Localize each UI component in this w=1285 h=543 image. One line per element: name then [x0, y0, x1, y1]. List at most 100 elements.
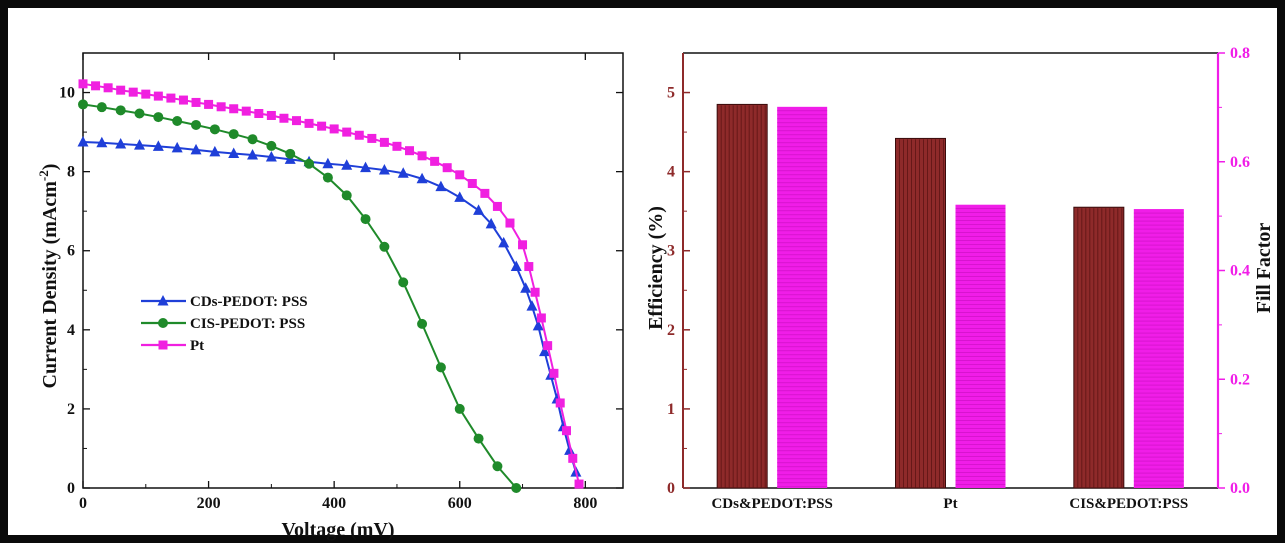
y-tick-label: 6	[67, 243, 75, 260]
efficiency-tick-label: 0	[667, 480, 675, 497]
x-tick-label: 200	[197, 495, 221, 512]
left-series	[78, 79, 584, 493]
data-point	[317, 122, 326, 131]
data-point	[229, 104, 238, 113]
data-point	[543, 341, 552, 350]
efficiency-tick-label: 5	[667, 85, 675, 102]
data-point	[355, 131, 364, 140]
data-point	[418, 151, 427, 160]
data-point	[367, 134, 376, 143]
data-point	[135, 109, 145, 119]
data-point	[229, 129, 239, 139]
data-point	[361, 214, 371, 224]
efficiency-axis-label: Efficiency (%)	[645, 206, 667, 330]
legend-label: Pt	[190, 338, 204, 354]
y-tick-label: 2	[67, 401, 75, 418]
data-point	[480, 189, 489, 198]
data-point	[454, 191, 465, 202]
efficiency-tick-label: 3	[667, 243, 675, 260]
data-point	[524, 262, 533, 271]
y-axis-label: Current Density (mAcm-2)	[36, 164, 61, 389]
data-point	[285, 149, 295, 159]
fill-factor-tick-label: 0.2	[1230, 371, 1250, 388]
y-tick-label: 4	[67, 322, 75, 339]
series-line	[83, 142, 576, 472]
data-point	[526, 300, 537, 311]
y-axis-label-main: Current Density (mAcm	[39, 181, 61, 389]
data-point	[549, 369, 558, 378]
data-point	[474, 434, 484, 444]
data-point	[78, 99, 88, 109]
data-point	[305, 119, 314, 128]
data-point	[79, 79, 88, 88]
data-point	[191, 120, 201, 130]
fill-factor-tick-label: 0.4	[1230, 263, 1250, 280]
y-axis-label-close: )	[39, 164, 61, 171]
efficiency-tick-label: 2	[667, 322, 675, 339]
data-point	[91, 81, 100, 90]
data-point	[568, 454, 577, 463]
y-axis-label-sup: -2	[36, 170, 51, 181]
jv-line-chart: 0 200 400 600 800 0 2 4 6 8 10 CDs-PEDOT: PSS CIS-P…	[8, 8, 648, 543]
data-point	[129, 88, 138, 97]
data-point	[443, 163, 452, 172]
x-axis-label: Voltage (mV)	[281, 519, 394, 541]
x-tick-label: 0	[79, 495, 87, 512]
data-point	[141, 90, 150, 99]
legend-item: Pt	[141, 338, 204, 354]
data-point	[154, 92, 163, 101]
legend-label: CDs-PEDOT: PSS	[190, 294, 308, 310]
bars	[717, 104, 1184, 488]
data-point	[192, 98, 201, 107]
data-point	[392, 142, 401, 151]
data-point	[210, 124, 220, 134]
data-point	[204, 100, 213, 109]
legend-label: CIS-PEDOT: PSS	[190, 316, 305, 332]
legend-item: CIS-PEDOT: PSS	[141, 316, 305, 332]
data-point	[254, 109, 263, 118]
data-point	[323, 173, 333, 183]
data-point	[575, 480, 584, 489]
fill-factor-tick-label: 0.6	[1230, 154, 1250, 171]
data-point	[266, 141, 276, 151]
data-point	[405, 146, 414, 155]
fill-factor-axis-label: Fill Factor	[1253, 223, 1275, 314]
data-point	[417, 319, 427, 329]
data-point	[342, 190, 352, 200]
data-point	[116, 105, 126, 115]
data-point	[97, 102, 107, 112]
data-point	[292, 116, 301, 125]
data-point	[518, 240, 527, 249]
data-point	[436, 362, 446, 372]
data-point	[562, 426, 571, 435]
data-point	[242, 107, 251, 116]
y-tick-label: 8	[67, 164, 75, 181]
fill-factor-bar	[956, 205, 1006, 488]
data-point	[468, 179, 477, 188]
efficiency-bar-chart: 0 1 2 3 4 5 0.0 0.2 0.4 0.6 0.8 CDs&PEDOT:PSS Pt CIS…	[638, 8, 1278, 543]
data-point	[153, 112, 163, 122]
data-point	[172, 116, 182, 126]
y-tick-label: 0	[67, 480, 75, 497]
data-point	[511, 261, 522, 271]
data-point	[520, 282, 531, 293]
data-point	[556, 398, 565, 407]
fill-factor-bar	[1134, 209, 1184, 488]
efficiency-tick-label: 1	[667, 401, 675, 418]
legend-item: CDs-PEDOT: PSS	[141, 294, 308, 310]
x-tick-label: 400	[322, 495, 346, 512]
data-point	[304, 159, 314, 169]
efficiency-tick-label: 4	[667, 164, 675, 181]
category-label: CIS&PEDOT:PSS	[1069, 496, 1188, 512]
data-point	[248, 134, 258, 144]
data-point	[267, 111, 276, 120]
data-point	[116, 86, 125, 95]
data-point	[505, 219, 514, 228]
data-point	[430, 157, 439, 166]
category-labels: CDs&PEDOT:PSS Pt CIS&PEDOT:PSS	[711, 496, 1188, 512]
data-point	[455, 404, 465, 414]
legend-marker	[159, 341, 168, 350]
legend: CDs-PEDOT: PSS CIS-PEDOT: PSS Pt	[141, 294, 308, 354]
data-point	[342, 128, 351, 137]
